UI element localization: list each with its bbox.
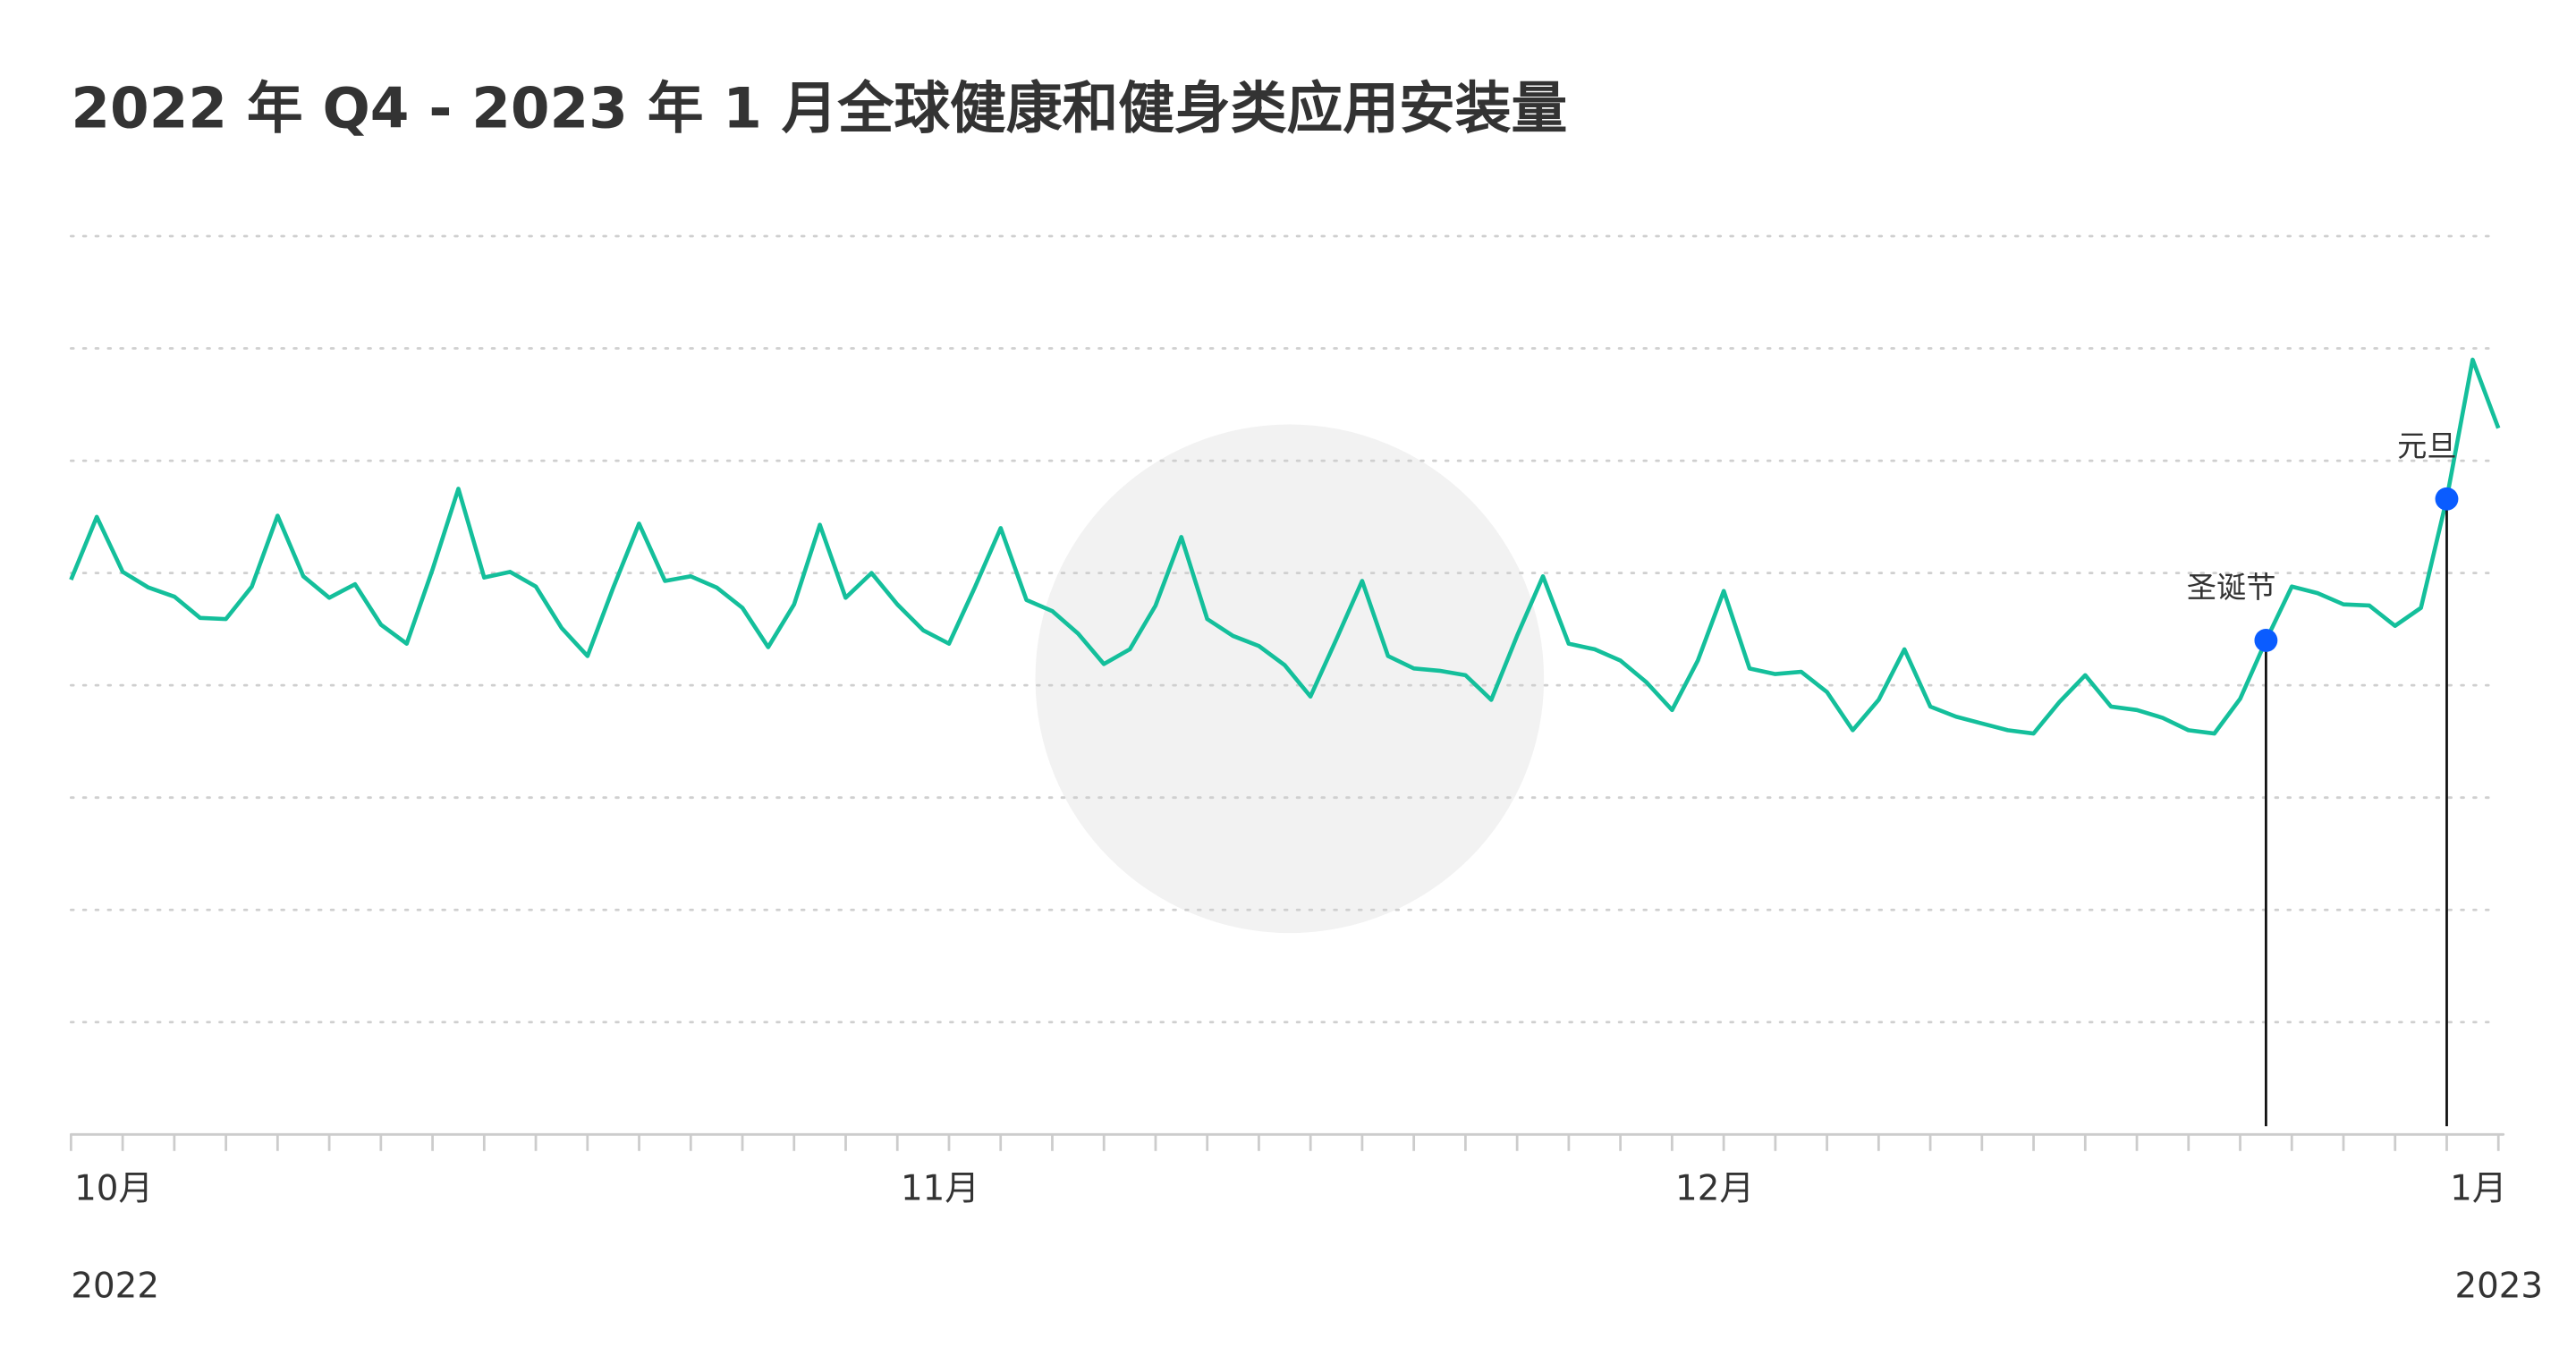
annotation-dot [2435,487,2459,511]
year-label: 2022 [71,1267,159,1307]
watermark [1035,424,1545,934]
year-label: 2023 [2454,1267,2543,1307]
annotation-dot [2254,629,2278,652]
annotation-label: 元旦 [2397,428,2456,463]
x-tick-label: 11月 [901,1169,979,1209]
annotation-label: 圣诞节 [2187,570,2276,605]
data-line [69,357,2501,736]
x-tick-label: 12月 [1675,1169,1754,1209]
x-tick-label: 10月 [74,1169,153,1209]
chart-title: 2022 年 Q4 - 2023 年 1 月全球健康和健身类应用安装量 [71,76,1567,141]
x-tick-label: 1月 [2450,1169,2506,1209]
